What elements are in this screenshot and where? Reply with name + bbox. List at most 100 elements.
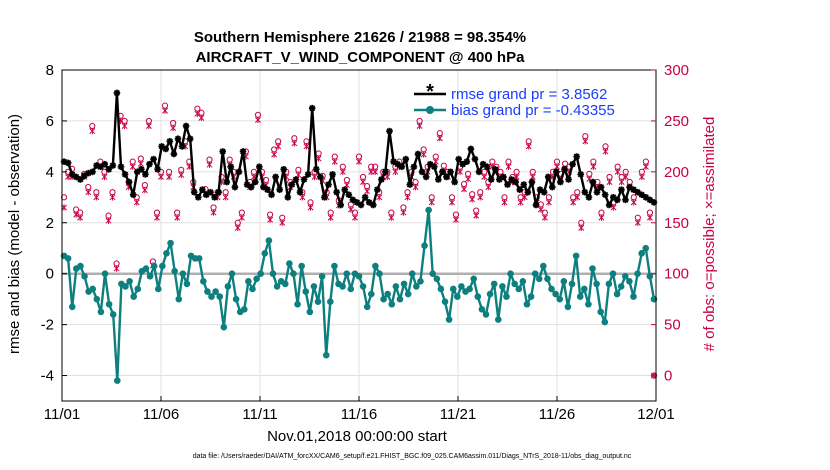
bias-point (392, 283, 400, 290)
rmse-point (247, 183, 255, 191)
bias-point (617, 283, 625, 290)
bias-point (327, 298, 334, 306)
rmse-point (443, 173, 450, 181)
obs-possible-point (89, 122, 96, 130)
rmse-point (117, 163, 125, 171)
bias-point (560, 278, 568, 285)
bias-point (154, 285, 162, 293)
obs-assimilated-point (89, 127, 96, 135)
obs-possible-point (153, 209, 161, 216)
obs-possible-point (477, 189, 484, 196)
bias-point (548, 285, 555, 293)
obs-possible-point (634, 214, 641, 221)
chart-title: Southern Hemisphere 21626 / 21988 = 98.3… (194, 29, 526, 46)
rmse-point (618, 186, 625, 193)
bias-point (519, 278, 527, 285)
rmse-point (337, 201, 344, 209)
bias-point (359, 283, 367, 290)
obs-possible-point (238, 209, 245, 216)
bias-point (294, 300, 301, 308)
bias-point (81, 272, 88, 280)
bias-point (134, 285, 142, 293)
bias-point (535, 275, 543, 283)
rmse-point (605, 201, 613, 209)
rmse-point (186, 135, 194, 143)
bias-point (503, 293, 510, 300)
rmse-point (642, 194, 650, 201)
obs-assimilated-point (77, 214, 84, 221)
rmse-point (369, 201, 377, 209)
obs-assimilated-point (453, 216, 459, 223)
rmse-point (288, 181, 296, 188)
chart-subtitle: AIRCRAFT_V_WIND_COMPONENT @ 400 hPa (196, 49, 526, 66)
rmse-point (190, 188, 198, 196)
rmse-point (292, 176, 300, 183)
rmse-point (182, 122, 190, 130)
obs-possible-point (489, 158, 496, 165)
bias-point (281, 280, 289, 288)
rmse-point (211, 194, 218, 201)
obs-possible-point (210, 204, 217, 211)
y-tick-label: 6 (46, 113, 54, 130)
bias-point (310, 283, 318, 290)
obs-possible-point (93, 189, 100, 196)
legend-rmse-label: rmse grand pr = 3.8562 (451, 86, 607, 103)
obs-assimilated-point (198, 114, 205, 122)
bias-point (355, 272, 363, 280)
rmse-point (101, 160, 109, 168)
rmse-point (500, 173, 507, 181)
obs-possible-point (105, 212, 112, 219)
rmse-point (329, 171, 336, 178)
bias-point (122, 283, 129, 290)
rmse-point (548, 183, 556, 191)
rmse-point (138, 166, 145, 173)
rmse-point (447, 168, 454, 176)
obs-possible-point (359, 173, 367, 181)
bias-point (343, 270, 351, 277)
bias-point (531, 270, 539, 277)
obs-assimilated-point (178, 171, 185, 179)
rmse-point (386, 127, 393, 135)
rmse-point (418, 168, 426, 176)
obs-possible-point (469, 191, 476, 198)
legend: * rmse grand pr = 3.8562 bias grand pr =… (414, 81, 615, 119)
bias-point (499, 283, 506, 290)
x-tick-label: 11/06 (143, 406, 179, 423)
rmse-point (272, 173, 279, 181)
bias-point (605, 280, 613, 288)
series-layer (60, 89, 658, 384)
bias-point (224, 283, 232, 290)
y2-tick-label: 300 (664, 62, 689, 79)
bias-point (314, 298, 322, 306)
obs-assimilated-point (578, 224, 585, 232)
bias-point (589, 265, 596, 272)
obs-assimilated-point (93, 194, 100, 201)
obs-possible-point (412, 178, 419, 186)
bias-point (97, 308, 105, 316)
obs-possible-point (331, 153, 338, 160)
y2-axis-label: # of obs: o=possible; ×=assimilated (701, 117, 718, 352)
obs-assimilated-point (634, 219, 641, 226)
bias-point (441, 298, 449, 306)
obs-possible-point (404, 189, 411, 196)
rmse-point (215, 188, 222, 196)
obs-possible-point (206, 156, 213, 163)
obs-possible-point (646, 209, 654, 216)
obs-assimilated-point (339, 168, 346, 176)
obs-assimilated-point (129, 163, 136, 170)
obs-possible-point (351, 209, 359, 216)
rmse-point (125, 178, 133, 186)
bias-point (322, 351, 330, 359)
obs-possible-point (642, 158, 649, 165)
bias-point (638, 250, 645, 257)
bias-point (511, 280, 518, 288)
bias-point (101, 270, 109, 277)
bias-point (523, 300, 531, 308)
obs-assimilated-point (113, 265, 120, 272)
obs-possible-point (141, 181, 148, 189)
y2-tick-label: 50 (664, 317, 681, 334)
rmse-point (614, 196, 621, 204)
bias-point (646, 272, 654, 280)
obs-possible-point (505, 158, 512, 165)
obs-assimilated-point (412, 183, 419, 191)
